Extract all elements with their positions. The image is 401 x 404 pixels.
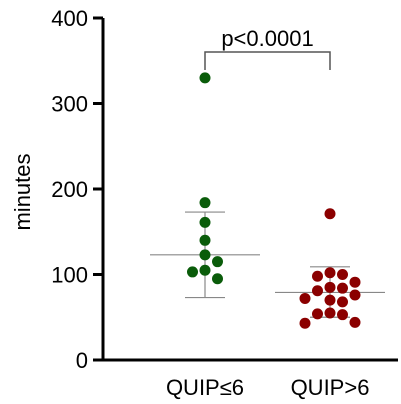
y-axis-title: minutes [10,153,35,230]
category-label-1: QUIP>6 [291,375,370,400]
y-tick-label-1: 100 [51,263,88,288]
summary-lines [150,211,385,318]
data-point-s1-1 [324,267,336,279]
data-point-s1-15 [349,316,361,328]
data-point-s1-0 [324,208,336,220]
data-point-s1-8 [349,289,361,301]
data-point-s0-6 [187,266,198,278]
bracket-line [204,51,331,70]
category-label-0: QUIP≤6 [166,375,244,400]
data-point-s1-4 [349,276,361,288]
data-point-s1-13 [312,308,323,320]
data-point-s1-5 [324,281,336,293]
data-point-s1-3 [312,270,323,282]
y-tick-label-0: 0 [76,348,88,373]
category-labels: QUIP≤6 QUIP>6 [166,375,369,400]
data-point-s0-0 [199,72,211,84]
data-point-s0-5 [212,256,223,268]
data-point-s1-6 [337,282,348,294]
significance-bracket: p<0.0001 [204,26,331,70]
y-tick-label-3: 300 [51,92,88,117]
data-point-s1-11 [337,296,348,308]
data-point-s1-10 [324,294,336,306]
p-value-label: p<0.0001 [221,26,313,51]
data-point-s1-14 [337,309,348,321]
data-point-s1-2 [337,269,348,280]
data-point-s1-16 [299,317,311,329]
y-tick-label-4: 400 [51,6,88,31]
data-point-s0-7 [199,264,211,276]
y-ticks: 0 100 200 300 400 [51,6,103,373]
data-point-s1-12 [324,307,336,319]
axes [101,18,398,362]
y-tick-label-2: 200 [51,177,88,202]
data-points [187,72,361,329]
data-point-s0-8 [212,273,223,285]
data-point-s1-7 [312,285,323,297]
data-point-s0-3 [199,234,211,246]
data-point-s1-9 [299,292,311,304]
data-point-s0-2 [199,216,211,228]
data-point-s0-1 [199,197,211,209]
data-point-s0-4 [199,249,211,261]
